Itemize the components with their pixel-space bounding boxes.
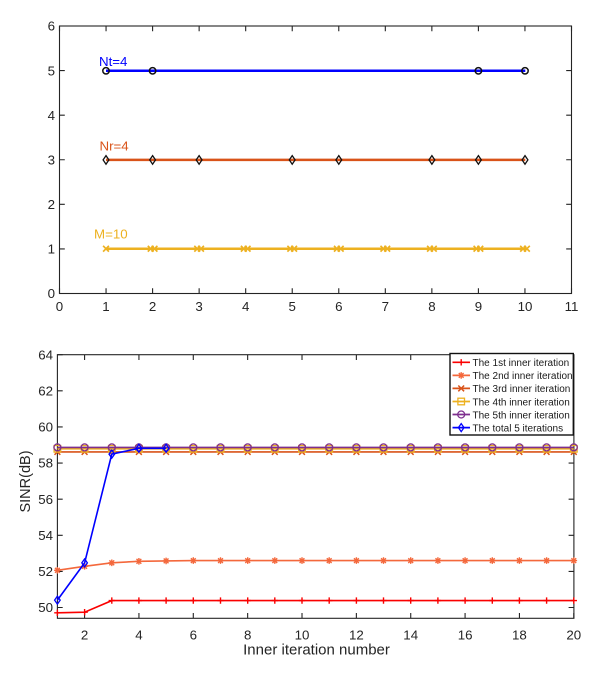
svg-text:SINR(dB): SINR(dB)	[18, 450, 34, 512]
svg-text:0: 0	[48, 286, 55, 301]
svg-text:52: 52	[38, 564, 53, 579]
svg-text:18: 18	[512, 628, 527, 643]
svg-text:3: 3	[48, 152, 55, 167]
svg-text:10: 10	[518, 299, 533, 314]
svg-text:M=10: M=10	[94, 227, 128, 242]
svg-text:4: 4	[242, 299, 249, 314]
svg-text:11: 11	[565, 299, 579, 314]
svg-text:6: 6	[335, 299, 342, 314]
svg-text:50: 50	[38, 600, 53, 615]
svg-text:The 2nd inner iteration: The 2nd inner iteration	[473, 371, 573, 382]
svg-text:1: 1	[102, 299, 109, 314]
svg-text:The 3rd inner iteration: The 3rd inner iteration	[473, 384, 571, 395]
svg-text:The 5th inner iteration: The 5th inner iteration	[473, 410, 570, 421]
svg-text:54: 54	[38, 528, 53, 543]
svg-text:5: 5	[48, 63, 55, 78]
svg-text:8: 8	[244, 628, 251, 643]
svg-text:60: 60	[38, 420, 53, 435]
svg-text:4: 4	[135, 628, 142, 643]
svg-text:0: 0	[56, 299, 63, 314]
svg-text:7: 7	[382, 299, 389, 314]
svg-text:1: 1	[48, 242, 55, 257]
svg-text:6: 6	[48, 19, 55, 34]
svg-text:10: 10	[295, 628, 310, 643]
svg-text:Inner iteration number: Inner iteration number	[243, 642, 390, 659]
svg-text:64: 64	[38, 347, 53, 362]
svg-text:Nt=4: Nt=4	[99, 54, 127, 69]
svg-text:The 1st inner iteration: The 1st inner iteration	[473, 358, 570, 369]
svg-text:9: 9	[475, 299, 482, 314]
svg-text:5: 5	[288, 299, 295, 314]
svg-text:2: 2	[48, 197, 55, 212]
svg-text:12: 12	[349, 628, 364, 643]
svg-text:4: 4	[48, 108, 55, 123]
svg-text:20: 20	[566, 628, 581, 643]
svg-text:2: 2	[149, 299, 156, 314]
svg-text:62: 62	[38, 384, 53, 399]
svg-text:8: 8	[428, 299, 435, 314]
svg-text:Nr=4: Nr=4	[100, 139, 129, 154]
svg-text:The 4th inner iteration: The 4th inner iteration	[473, 397, 570, 408]
svg-text:The total 5 iterations: The total 5 iterations	[473, 423, 564, 434]
svg-text:56: 56	[38, 492, 53, 507]
svg-text:2: 2	[81, 628, 88, 643]
svg-text:14: 14	[403, 628, 418, 643]
svg-text:6: 6	[190, 628, 197, 643]
svg-text:16: 16	[458, 628, 473, 643]
svg-text:3: 3	[195, 299, 202, 314]
svg-text:58: 58	[38, 456, 53, 471]
